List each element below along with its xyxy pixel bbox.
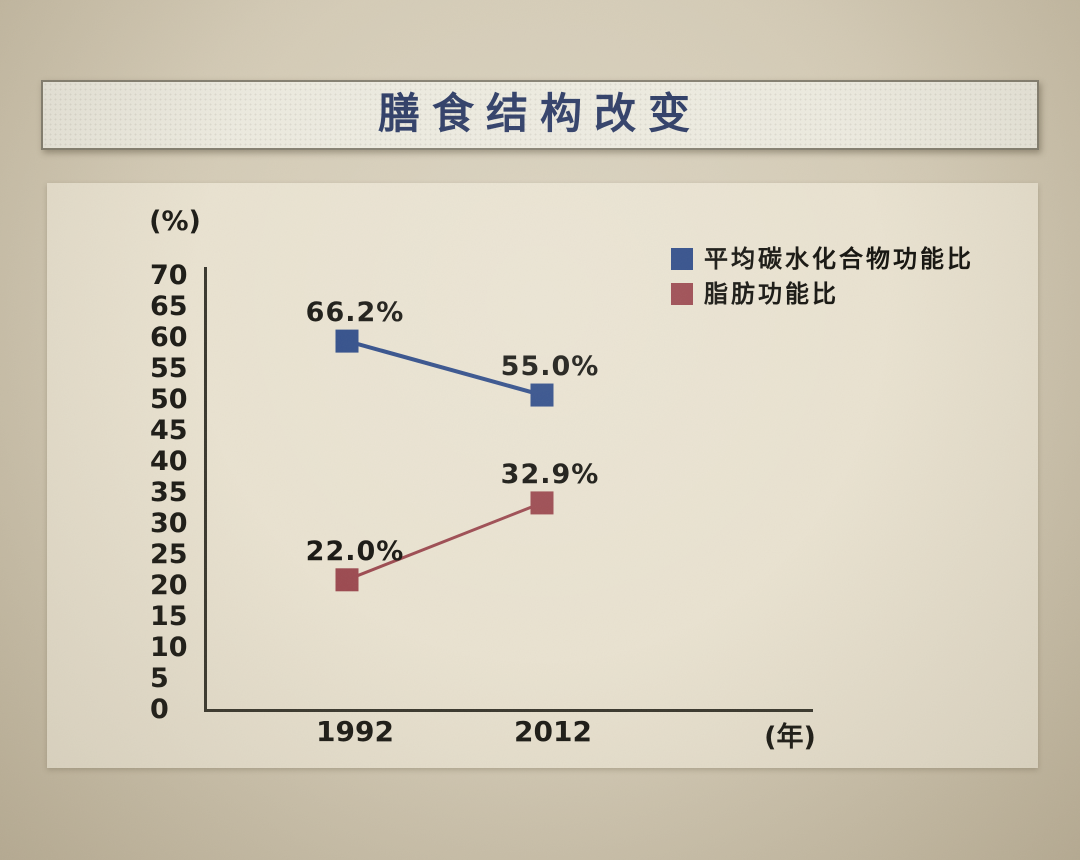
series-marker: [335, 329, 359, 353]
data-point-value-label: 22.0%: [305, 535, 405, 567]
series-marker: [530, 491, 554, 515]
data-point-value-label: 55.0%: [500, 351, 600, 383]
data-point-value-label: 32.9%: [500, 458, 600, 490]
series-marker: [335, 568, 359, 592]
series-marker: [530, 383, 554, 407]
data-point-value-label: 66.2%: [305, 297, 405, 329]
